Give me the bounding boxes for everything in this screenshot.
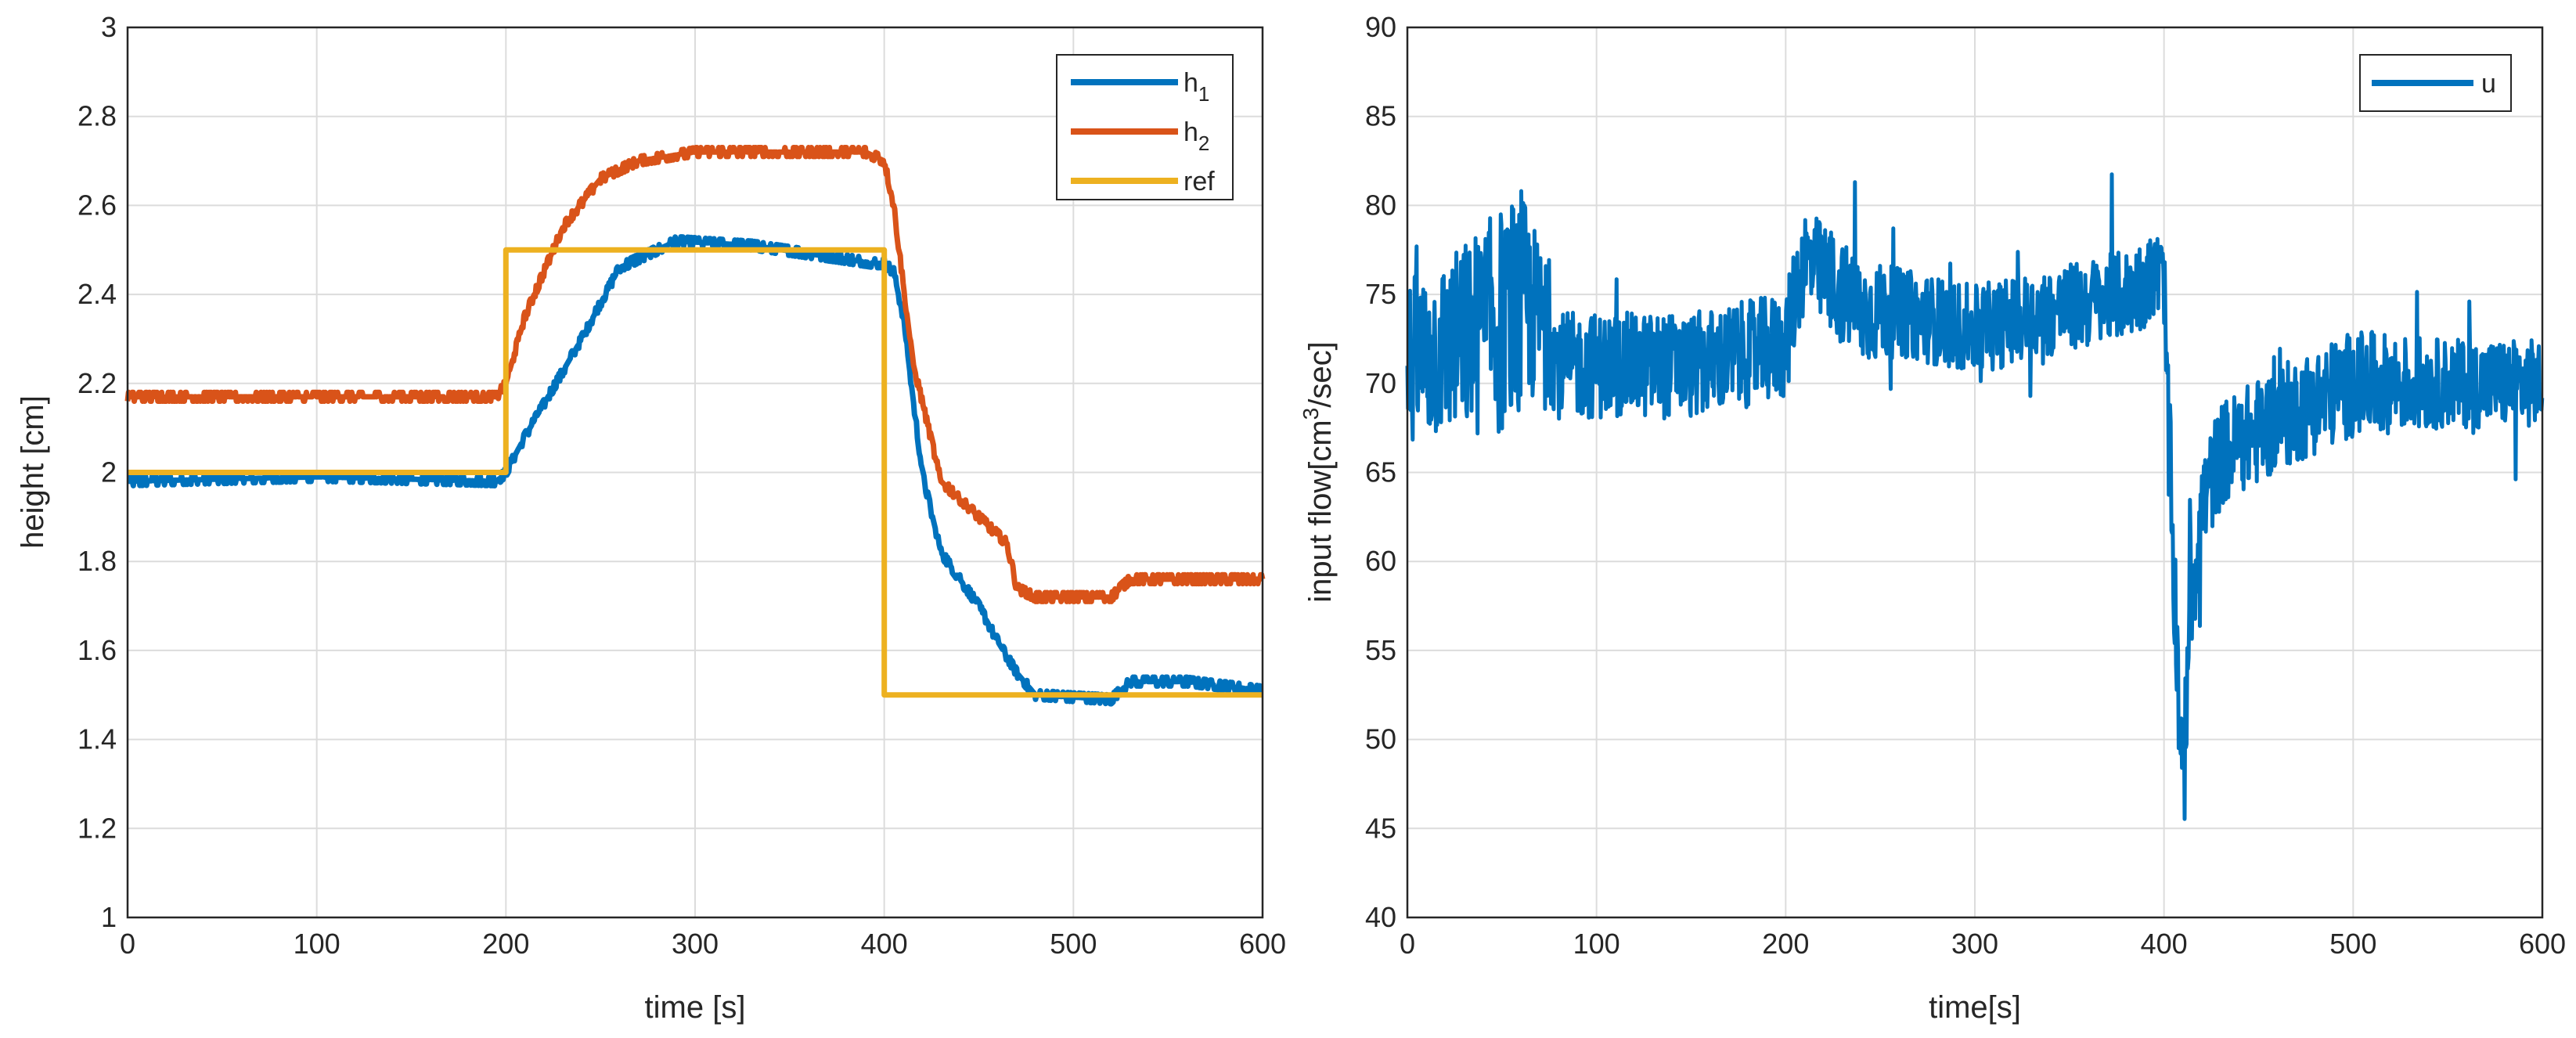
- y-tick-label: 2.8: [77, 100, 117, 132]
- y-tick-label: 80: [1365, 189, 1396, 221]
- flow-legend: u: [2359, 54, 2512, 112]
- flow-y-label-sup: 3: [1299, 408, 1323, 420]
- x-tick-label: 0: [120, 928, 135, 960]
- legend-h2-base: h: [1184, 117, 1198, 147]
- y-tick-label: 1.8: [77, 545, 117, 577]
- y-tick-label: 55: [1365, 634, 1396, 666]
- flow-y-axis-label: input flow[cm3/sec]: [1299, 341, 1338, 602]
- x-tick-label: 300: [672, 928, 719, 960]
- legend-h1-sub: 1: [1198, 82, 1209, 106]
- y-tick-label: 2.6: [77, 189, 117, 221]
- y-tick-label: 3: [101, 11, 117, 43]
- x-tick-label: 200: [482, 928, 529, 960]
- y-tick-label: 2: [101, 456, 117, 488]
- series-h2-line: [124, 145, 1266, 604]
- height-y-tick-labels: 1 1.2 1.4 1.6 1.8 2 2.2 2.4 2.6 2.8 3: [77, 11, 117, 933]
- height-y-axis-label: height [cm]: [16, 395, 50, 549]
- height-plot-frame: [126, 26, 1264, 919]
- y-tick-label: 85: [1365, 100, 1396, 132]
- flow-y-label-suffix: /sec]: [1303, 341, 1338, 407]
- y-tick-label: 2.4: [77, 278, 117, 310]
- height-x-axis-label: time [s]: [645, 990, 746, 1025]
- x-tick-label: 400: [861, 928, 908, 960]
- legend-h2-sub: 2: [1198, 132, 1209, 155]
- height-legend: h1 h2 ref: [1056, 54, 1234, 200]
- flow-x-axis-label: time[s]: [1929, 990, 2021, 1025]
- y-tick-label: 75: [1365, 278, 1396, 310]
- legend-h1-base: h: [1184, 68, 1198, 98]
- flow-y-label-prefix: input flow[cm: [1303, 420, 1338, 602]
- x-tick-label: 600: [1239, 928, 1286, 960]
- y-tick-label: 70: [1365, 367, 1396, 399]
- y-tick-label: 1.6: [77, 634, 117, 666]
- x-tick-label: 600: [2519, 928, 2566, 960]
- flow-plot-frame: [1406, 26, 2544, 919]
- height-x-tick-labels: 0 100 200 300 400 500 600: [120, 928, 1286, 960]
- height-series-group: [124, 145, 1266, 707]
- y-tick-label: 1.2: [77, 812, 117, 844]
- y-tick-label: 65: [1365, 456, 1396, 488]
- legend-u-label: u: [2481, 69, 2496, 99]
- y-tick-label: 45: [1365, 812, 1396, 844]
- y-tick-label: 40: [1365, 901, 1396, 933]
- legend-ref-label: ref: [1184, 167, 1215, 196]
- y-tick-label: 1.4: [77, 723, 117, 755]
- x-tick-label: 0: [1400, 928, 1415, 960]
- legend-h2-label: h2: [1184, 117, 1209, 155]
- y-tick-label: 1: [101, 901, 117, 933]
- x-tick-label: 400: [2141, 928, 2188, 960]
- x-tick-label: 100: [294, 928, 340, 960]
- x-tick-label: 100: [1573, 928, 1620, 960]
- flow-y-tick-labels: 40 45 50 55 60 65 70 75 80 85 90: [1365, 11, 1396, 933]
- flow-x-tick-labels: 0 100 200 300 400 500 600: [1400, 928, 2566, 960]
- height-legend-box: [1056, 54, 1234, 200]
- x-tick-label: 500: [1050, 928, 1097, 960]
- y-tick-label: 2.2: [77, 367, 117, 399]
- x-tick-label: 500: [2329, 928, 2376, 960]
- input-flow-chart: 0 100 200 300 400 500 600 40 45 50 55 60 65 70 75 80 85…: [1299, 11, 2566, 1025]
- height-chart: 0 100 200 300 400 500 600 1 1.2 1.4 1.6 1.8 2 2.2 2.4…: [16, 11, 1286, 1025]
- y-tick-label: 60: [1365, 545, 1396, 577]
- flow-series-group: [1405, 172, 2545, 821]
- y-tick-label: 50: [1365, 723, 1396, 755]
- series-ref-line: [128, 247, 1263, 698]
- y-tick-label: 90: [1365, 11, 1396, 43]
- legend-h1-label: h1: [1184, 68, 1209, 106]
- series-u-line: [1405, 172, 2545, 821]
- x-tick-label: 300: [1951, 928, 1998, 960]
- x-tick-label: 200: [1762, 928, 1809, 960]
